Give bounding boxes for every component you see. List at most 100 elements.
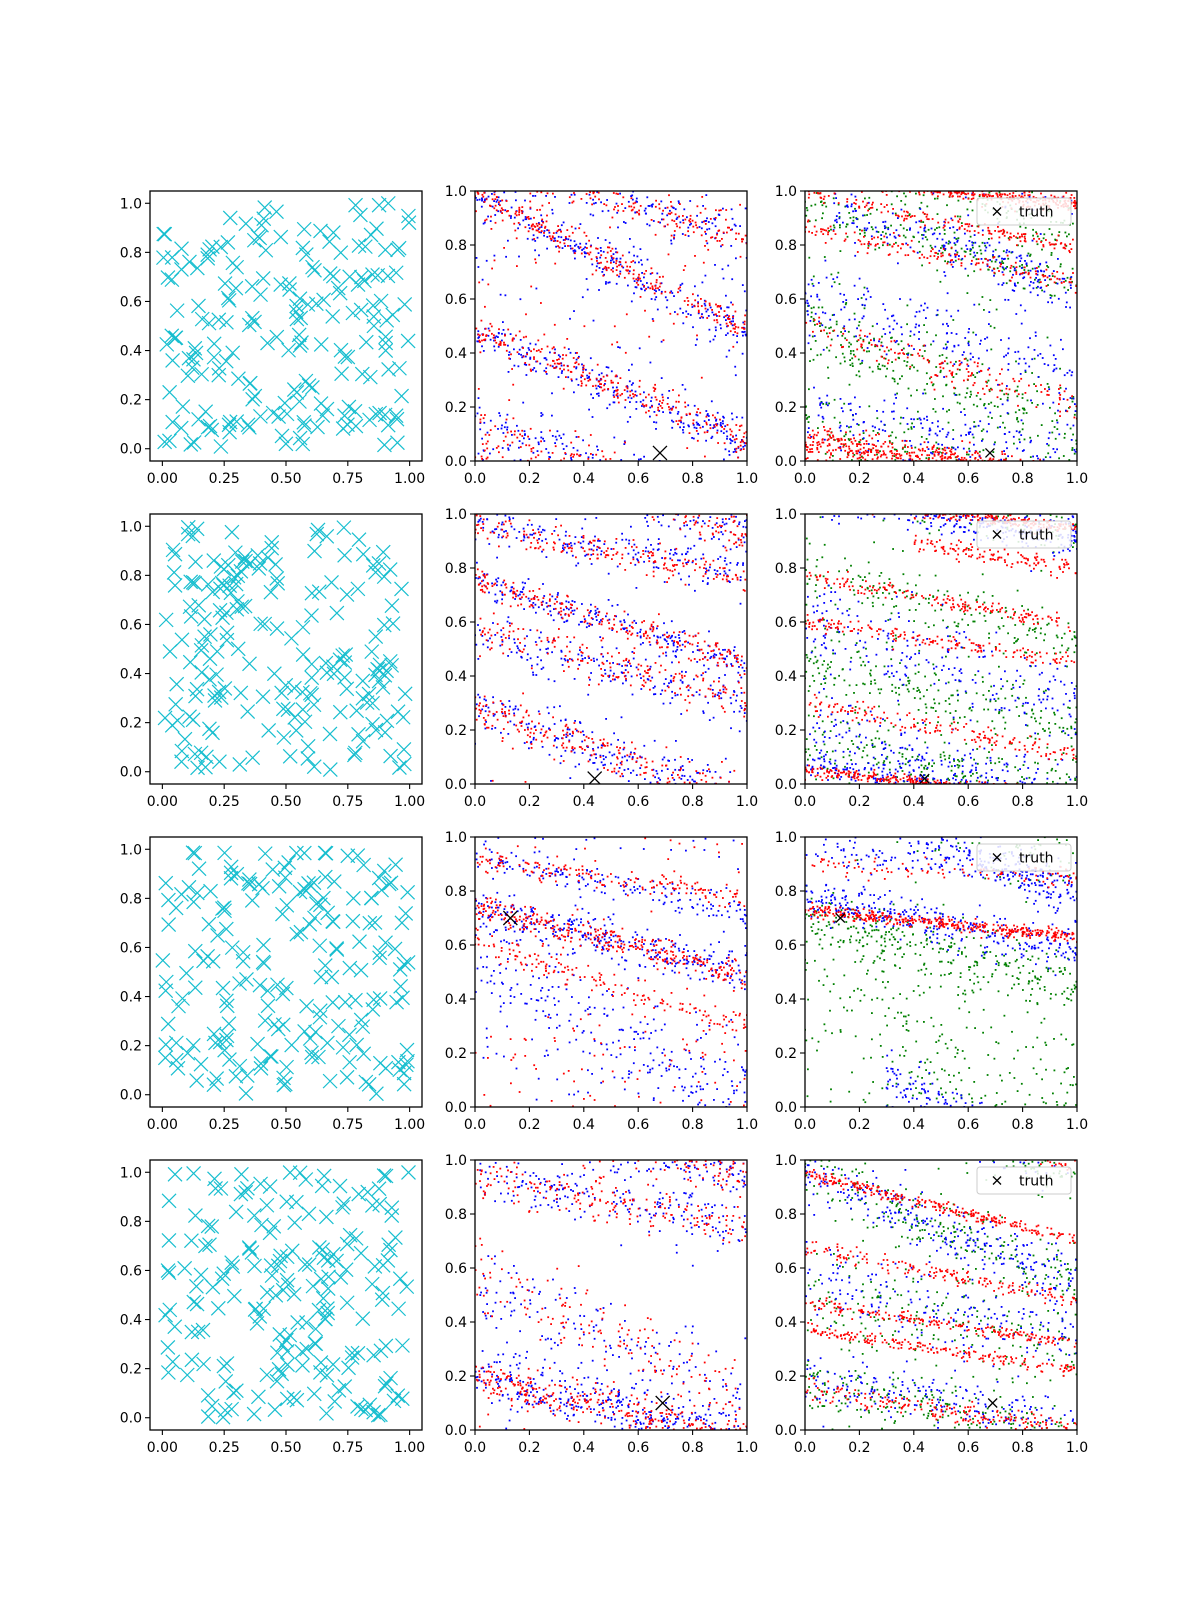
sample-point bbox=[735, 232, 738, 235]
sample-point bbox=[704, 245, 706, 247]
sample-point bbox=[1071, 213, 1073, 215]
sample-point bbox=[511, 434, 513, 436]
sample-point bbox=[623, 440, 626, 443]
sample-point bbox=[1002, 262, 1005, 264]
sample-point bbox=[993, 271, 996, 274]
sample-point bbox=[675, 406, 677, 409]
sample-point bbox=[693, 305, 696, 308]
sample-point bbox=[741, 284, 744, 286]
sample-point bbox=[1042, 458, 1045, 461]
sample-point bbox=[534, 456, 537, 459]
sample-point bbox=[476, 340, 479, 343]
sample-point bbox=[993, 268, 996, 270]
sample-point bbox=[717, 442, 719, 444]
sample-point bbox=[956, 192, 959, 195]
sample-point bbox=[923, 256, 926, 259]
sample-point bbox=[852, 414, 854, 416]
sample-point bbox=[1001, 382, 1004, 385]
sample-point bbox=[653, 292, 656, 295]
sample-point bbox=[615, 374, 618, 377]
sample-point bbox=[882, 303, 885, 305]
sample-point bbox=[942, 395, 944, 398]
sample-point bbox=[562, 221, 565, 224]
sample-point bbox=[872, 430, 875, 432]
sample-point bbox=[1051, 243, 1053, 246]
sample-point bbox=[673, 220, 676, 222]
sample-point bbox=[662, 209, 664, 212]
sample-point bbox=[832, 224, 835, 227]
sample-point bbox=[510, 651, 513, 653]
sample-point bbox=[663, 225, 666, 228]
sample-point bbox=[863, 293, 865, 296]
sample-point bbox=[692, 231, 695, 234]
sample-point bbox=[717, 558, 719, 560]
sample-point bbox=[696, 649, 699, 651]
subplot-r2-c2: 0.0 0.2 0.4 0.6 0.8 1.00.00.20.40.60.81.0 bbox=[445, 507, 758, 810]
sample-point bbox=[591, 416, 594, 418]
sample-point bbox=[1058, 457, 1060, 460]
draw-marker bbox=[228, 280, 244, 296]
sample-point bbox=[657, 287, 659, 290]
sample-point bbox=[635, 281, 638, 284]
sample-point bbox=[949, 361, 952, 364]
sample-point bbox=[1034, 331, 1037, 334]
legend-truth-marker bbox=[992, 207, 1002, 216]
sample-point bbox=[980, 370, 983, 372]
sample-point bbox=[1033, 357, 1036, 360]
sample-point bbox=[497, 428, 499, 430]
sample-point bbox=[657, 543, 660, 545]
sample-point bbox=[825, 229, 828, 232]
sample-point bbox=[951, 373, 953, 375]
sample-point bbox=[657, 538, 660, 540]
sample-point bbox=[1043, 270, 1045, 273]
sample-point bbox=[935, 252, 938, 254]
sample-point bbox=[918, 417, 921, 420]
sample-point bbox=[910, 447, 913, 449]
sample-point bbox=[560, 224, 563, 227]
x-tick-label: 1.0 bbox=[736, 471, 758, 487]
sample-point bbox=[479, 341, 481, 343]
sample-point bbox=[547, 678, 550, 681]
sample-point bbox=[863, 452, 866, 454]
sample-point bbox=[696, 645, 699, 647]
draw-marker bbox=[200, 577, 216, 592]
sample-point bbox=[728, 226, 730, 229]
sample-point bbox=[598, 267, 601, 269]
sample-point bbox=[973, 193, 976, 196]
sample-point bbox=[560, 649, 563, 652]
sample-point bbox=[944, 218, 947, 221]
sample-point bbox=[1031, 267, 1034, 270]
sample-point bbox=[688, 575, 690, 578]
draw-marker bbox=[265, 405, 281, 421]
sample-point bbox=[1048, 228, 1051, 230]
sample-point bbox=[839, 292, 842, 295]
sample-point bbox=[501, 594, 504, 596]
y-tick-label: 1.0 bbox=[445, 184, 467, 200]
sample-point bbox=[857, 424, 860, 426]
sample-point bbox=[665, 640, 668, 643]
sample-point bbox=[805, 321, 808, 324]
sample-point bbox=[495, 447, 498, 449]
sample-point bbox=[826, 394, 829, 397]
sample-point bbox=[716, 431, 719, 434]
sample-point bbox=[911, 458, 914, 461]
sample-point bbox=[672, 642, 675, 645]
sample-point bbox=[1036, 243, 1039, 246]
sample-point bbox=[553, 367, 555, 369]
sample-point bbox=[988, 195, 991, 197]
sample-point bbox=[812, 330, 814, 333]
sample-point bbox=[675, 656, 677, 658]
sample-point bbox=[1053, 247, 1056, 250]
sample-point bbox=[881, 429, 884, 432]
sample-point bbox=[909, 191, 911, 193]
sample-point bbox=[1070, 287, 1072, 289]
sample-point bbox=[844, 330, 846, 332]
sample-point bbox=[535, 350, 538, 352]
sample-point bbox=[876, 345, 879, 348]
sample-point bbox=[1060, 282, 1063, 284]
sample-point bbox=[956, 239, 959, 242]
sample-point bbox=[732, 451, 735, 453]
sample-point bbox=[997, 283, 1000, 286]
sample-point bbox=[554, 598, 557, 601]
sample-point bbox=[891, 336, 893, 339]
